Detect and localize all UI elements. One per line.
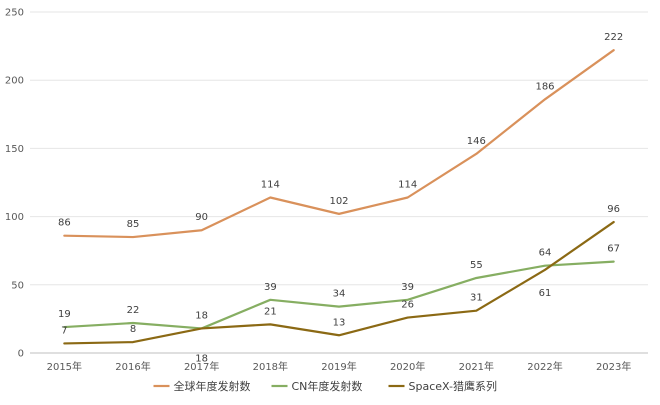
legend-label: SpaceX-猎鹰系列 [409, 379, 497, 393]
data-label: 21 [264, 306, 277, 317]
data-label: 85 [127, 219, 140, 230]
x-tick-label: 2019年 [321, 360, 356, 373]
data-label: 96 [607, 204, 620, 215]
y-tick-label: 250 [5, 8, 24, 19]
legend-label: 全球年度发射数 [174, 379, 251, 393]
series-line [63, 260, 615, 330]
x-tick-label: 2018年 [253, 360, 288, 373]
y-tick-label: 0 [18, 349, 24, 360]
x-tick-label: 2016年 [115, 360, 150, 373]
x-tick-label: 2023年 [596, 360, 631, 373]
y-tick-label: 150 [5, 144, 24, 155]
x-tick-label: 2021年 [459, 360, 494, 373]
x-tick-label: 2022年 [527, 360, 562, 373]
y-tick-label: 100 [5, 212, 24, 223]
legend-label: CN年度发射数 [292, 379, 363, 393]
data-label: 114 [398, 180, 417, 191]
data-label: 39 [264, 282, 277, 293]
series-line [63, 49, 615, 239]
data-label: 86 [58, 218, 71, 229]
data-label: 64 [539, 248, 552, 259]
y-tick-label: 50 [11, 280, 24, 291]
x-tick-label: 2015年 [47, 360, 82, 373]
data-label: 34 [333, 289, 346, 300]
data-label: 18 [195, 353, 208, 364]
data-label: 26 [401, 300, 414, 311]
data-label: 186 [535, 81, 554, 92]
data-labels: 86 85 90 114 102 114 146 186 222 19 22 18 39 34 39 55 64… [58, 32, 623, 364]
x-tick-label: 2017年 [184, 360, 219, 373]
data-label: 90 [195, 212, 208, 223]
data-label: 61 [539, 288, 552, 299]
data-label: 31 [470, 293, 483, 304]
data-label: 39 [401, 282, 414, 293]
data-label: 13 [333, 317, 346, 328]
series-lines [63, 49, 615, 345]
y-tick-label: 200 [5, 76, 24, 87]
data-label: 114 [261, 180, 280, 191]
data-label: 7 [61, 325, 67, 336]
x-axis: 2015年 2016年 2017年 2018年 2019年 2020年 2021年 2022年… [47, 360, 632, 373]
series-line [63, 220, 615, 345]
data-label: 19 [58, 309, 71, 320]
data-label: 102 [329, 196, 348, 207]
data-label: 8 [130, 324, 136, 335]
data-label: 146 [467, 136, 486, 147]
data-label: 22 [127, 305, 140, 316]
legend: 全球年度发射数 CN年度发射数 SpaceX-猎鹰系列 [153, 379, 497, 393]
data-label: 222 [604, 32, 623, 43]
y-axis: 0 50 100 150 200 250 [5, 8, 24, 360]
data-label: 67 [607, 244, 620, 255]
data-label: 18 [195, 310, 208, 321]
x-tick-label: 2020年 [390, 360, 425, 373]
gridlines [30, 11, 648, 354]
data-label: 55 [470, 260, 483, 271]
